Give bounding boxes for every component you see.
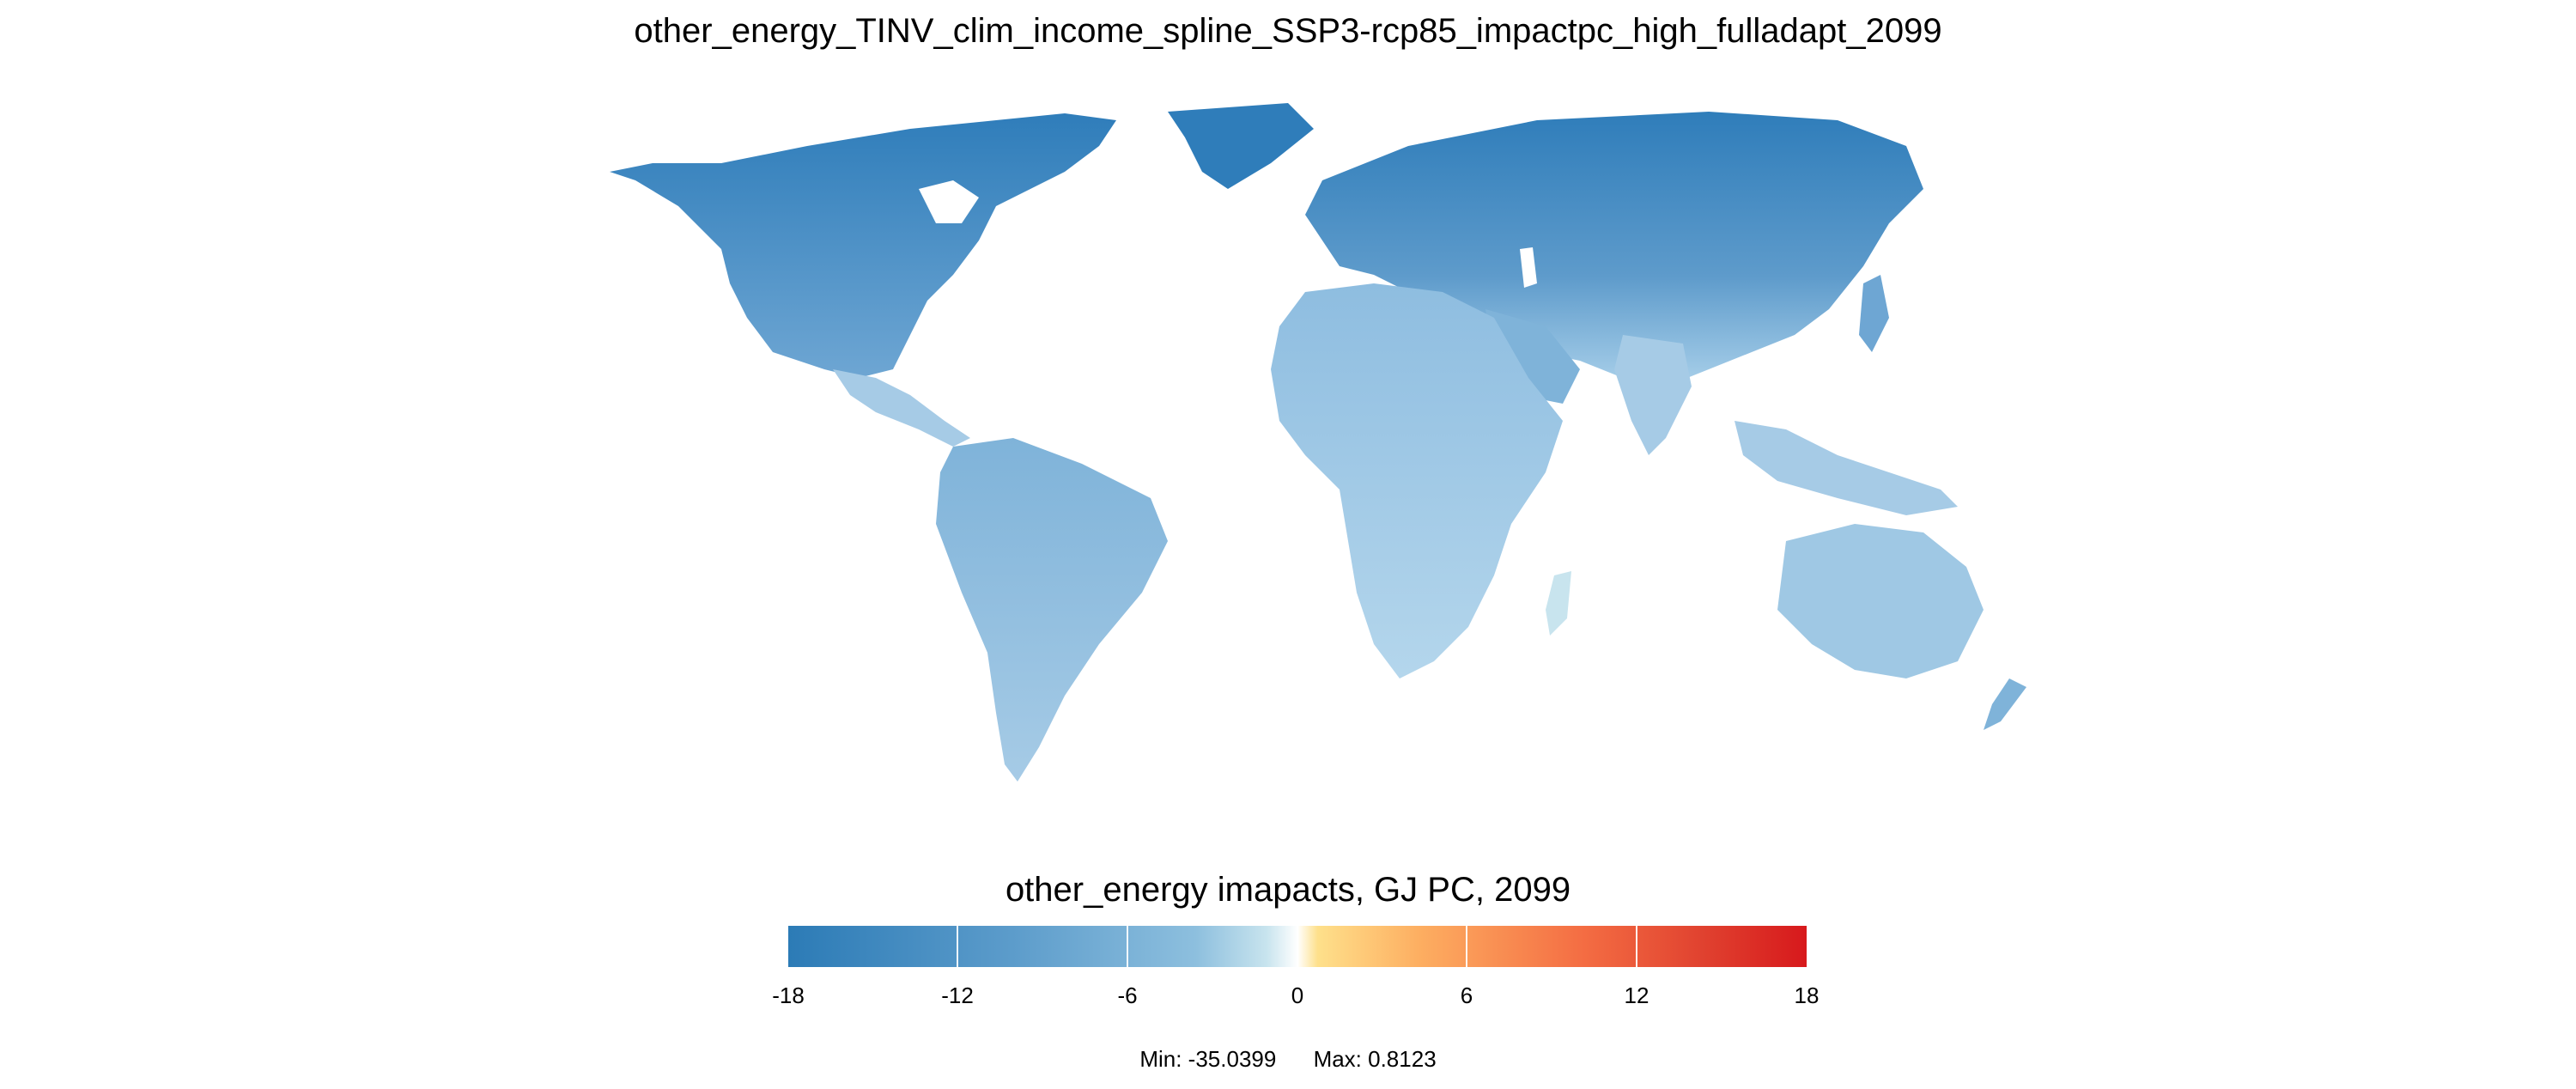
tick-label-6: 6	[1460, 983, 1473, 1008]
legend-title: other_energy imapacts, GJ PC, 2099	[1005, 871, 1571, 909]
region-greenland	[1168, 103, 1314, 189]
region-hudson-bay	[919, 180, 979, 223]
region-japan	[1859, 275, 1889, 352]
region-eurasia	[1305, 112, 1923, 386]
colorbar-tick	[1636, 926, 1637, 967]
colorbar-tick	[1466, 926, 1467, 967]
region-southeast-asia	[1735, 421, 1958, 515]
map-title: other_energy_TINV_clim_income_spline_SSP…	[634, 12, 1942, 50]
region-south-america	[936, 438, 1168, 782]
colorbar-tick	[957, 926, 958, 967]
region-north-america	[610, 113, 1116, 378]
max-value: Max: 0.8123	[1313, 1046, 1437, 1072]
world-map-svg	[610, 103, 2026, 782]
world-map	[550, 94, 2061, 782]
tick-label-neg6: -6	[1117, 983, 1138, 1008]
tick-label-18: 18	[1794, 983, 1820, 1008]
region-india	[1614, 335, 1692, 455]
region-new-zealand	[1984, 678, 2026, 730]
region-caspian-sea	[1520, 247, 1537, 288]
tick-label-neg18: -18	[772, 983, 805, 1008]
region-central-america	[833, 369, 970, 447]
region-madagascar	[1546, 571, 1571, 636]
tick-label-0: 0	[1291, 983, 1304, 1008]
region-africa	[1271, 283, 1563, 678]
region-australia	[1777, 524, 1984, 678]
tick-label-neg12: -12	[941, 983, 974, 1008]
min-value: Min: -35.0399	[1139, 1046, 1277, 1072]
colorbar-tick	[1297, 926, 1298, 967]
colorbar-tick	[1127, 926, 1128, 967]
min-max-readout: Min: -35.0399 Max: 0.8123	[0, 1046, 2576, 1073]
tick-label-12: 12	[1624, 983, 1649, 1008]
